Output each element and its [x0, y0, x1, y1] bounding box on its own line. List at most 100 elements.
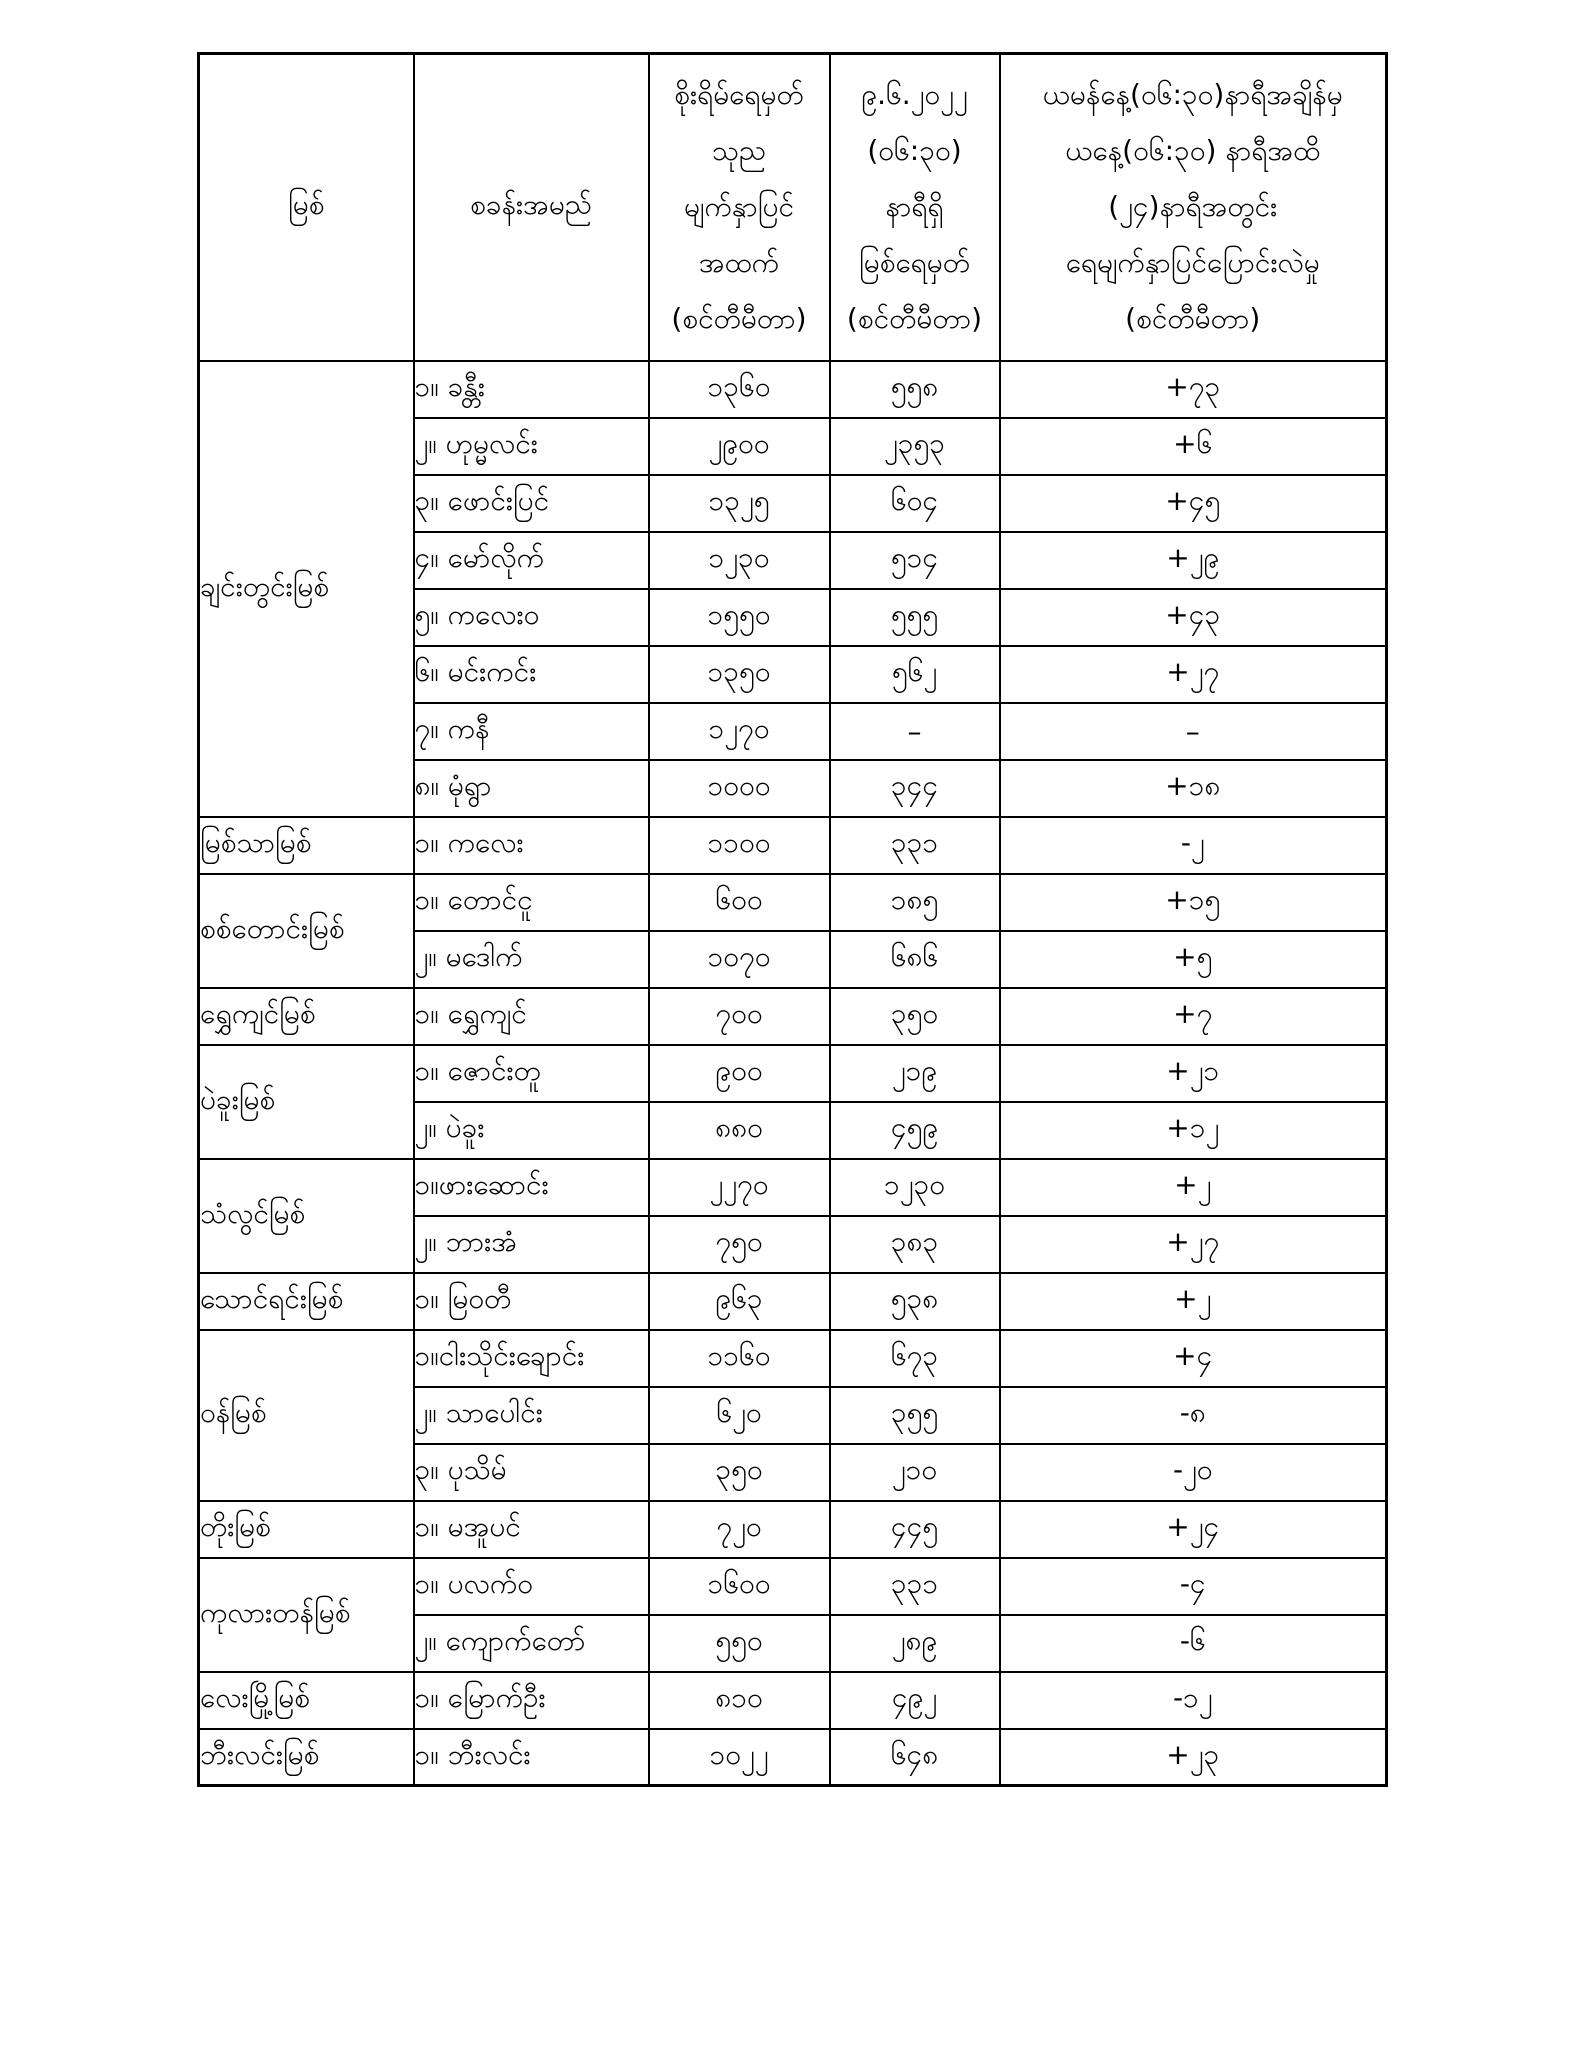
station-cell: ၂။ မဒေါက်: [412, 929, 650, 989]
header-danger-line: မျက်နှာပြင်: [683, 190, 794, 224]
change-cell: -၂: [998, 815, 1388, 875]
river-name-cell: တိုးမြစ်: [197, 1499, 415, 1559]
header-river: မြစ်: [197, 52, 415, 362]
table-row: ၆။ မင်းကင်း ၁၃၅၀ ၅၆၂ +၂၇: [199, 644, 1388, 704]
change-cell: +၇: [998, 986, 1388, 1046]
danger-level-cell: ၇၂၀: [647, 1499, 831, 1559]
station-cell: ၃။ ပုသိမ်: [412, 1442, 650, 1502]
table-row: ၃။ ဖောင်းပြင် ၁၃၂၅ ၆၀၄ +၄၅: [199, 473, 1388, 533]
change-cell: +၄: [998, 1328, 1388, 1388]
river-name-cell: ဘီးလင်းမြစ်: [197, 1727, 415, 1787]
change-cell: -၈: [998, 1385, 1388, 1445]
table-row: သောင်ရင်းမြစ် ၁။ မြဝတီ ၉၆၃ ၅၃၈ +၂: [197, 1271, 1388, 1331]
station-cell: ၁။ ဇောင်းတူ: [412, 1043, 650, 1103]
danger-level-cell: ၉၀၀: [647, 1043, 831, 1103]
change-cell: +၅: [998, 929, 1388, 989]
header-change-24h: ယမန်နေ့(၀၆:၃၀)နာရီအချိန်မှ ယနေ့(၀၆:၃၀) န…: [998, 52, 1388, 362]
table-row: ဝန်မြစ် ၁။ငါးသိုင်းချောင်း ၁၁၆၀ ၆၇၃ +၄: [197, 1328, 1388, 1502]
danger-level-cell: ၆၂၀: [647, 1385, 831, 1445]
header-current-line: (၀၆:၃၀): [867, 134, 962, 168]
table-row: ဘီးလင်းမြစ် ၁။ ဘီးလင်း ၁၀၂၂ ၆၄၈ +၂၃: [197, 1727, 1388, 1787]
river-name-cell: သောင်ရင်းမြစ်: [197, 1271, 415, 1331]
station-cell: ၁။ ကလေး: [412, 815, 650, 875]
header-danger-level: စိုးရိမ်ရေမှတ် သုည မျက်နှာပြင် အထက် (စင်…: [647, 52, 831, 362]
header-current-line: (စင်တီမီတာ): [846, 302, 983, 336]
station-cell: ၁။ဖားဆောင်း: [412, 1157, 650, 1217]
station-cell: ၇။ ကနီ: [412, 701, 650, 761]
change-cell: +၂: [998, 1271, 1388, 1331]
station-cell: ၁။ငါးသိုင်းချောင်း: [412, 1328, 650, 1388]
change-cell: -၄: [998, 1556, 1388, 1616]
danger-level-cell: ၁၆၀၀: [647, 1556, 831, 1616]
water-level-cell: ၃၅၅: [828, 1385, 1001, 1445]
water-level-cell: ၅၅၅: [828, 587, 1001, 647]
change-cell: +၁၅: [998, 872, 1388, 932]
change-cell: –: [998, 701, 1388, 761]
header-current-line: နာရီရှိ: [885, 190, 944, 224]
change-cell: -၂၀: [998, 1442, 1388, 1502]
danger-level-cell: ၈၁၀: [647, 1670, 831, 1730]
change-cell: +၆: [998, 416, 1388, 476]
station-cell: ၄။ မော်လိုက်: [412, 530, 650, 590]
header-change-line: ရေမျက်နှာပြင်ပြောင်းလဲမှု: [1065, 246, 1320, 280]
header-current-line: ၉.၆.၂၀၂၂: [861, 78, 968, 112]
river-name-cell: ရွှေကျင်မြစ်: [197, 986, 415, 1046]
water-level-cell: ၃၅၀: [828, 986, 1001, 1046]
table-row: ပဲခူးမြစ် ၁။ ဇောင်းတူ ၉၀၀ ၂၁၉ +၂၁: [197, 1043, 1388, 1160]
table-row: ၃။ ပုသိမ် ၃၅၀ ၂၁၀ -၂၀: [199, 1442, 1388, 1502]
river-name-cell: ပဲခူးမြစ်: [197, 1043, 415, 1160]
station-cell: ၃။ ဖောင်းပြင်: [412, 473, 650, 533]
danger-level-cell: ၃၅၀: [647, 1442, 831, 1502]
station-cell: ၆။ မင်းကင်း: [412, 644, 650, 704]
header-row: မြစ် စခန်းအမည် စိုးရိမ်ရေမှတ် သုည မျက်နှ…: [197, 52, 1388, 362]
danger-level-cell: ၈၈၀: [647, 1100, 831, 1160]
water-level-cell: ၂၃၅၃: [828, 416, 1001, 476]
water-level-cell: ၆၈၆: [828, 929, 1001, 989]
danger-level-cell: ၁၂၃၀: [647, 530, 831, 590]
table-row: ၂။ ပဲခူး ၈၈၀ ၄၅၉ +၁၂: [199, 1100, 1388, 1160]
table-row: ၇။ ကနီ ၁၂၇၀ – –: [199, 701, 1388, 761]
danger-level-cell: ၁၃၅၀: [647, 644, 831, 704]
change-cell: -၁၂: [998, 1670, 1388, 1730]
change-cell: +၂: [998, 1157, 1388, 1217]
table-row: ၅။ ကလေးဝ ၁၅၅၀ ၅၅၅ +၄၃: [199, 587, 1388, 647]
station-cell: ၁။ ပလက်ဝ: [412, 1556, 650, 1616]
table-row: မြစ်သာမြစ် ၁။ ကလေး ၁၁၀၀ ၃၃၁ -၂: [197, 815, 1388, 875]
station-cell: ၈။ မုံရွာ: [412, 758, 650, 818]
water-level-cell: ၅၁၄: [828, 530, 1001, 590]
header-change-line: (၂၄)နာရီအတွင်း: [1108, 190, 1278, 224]
table-row: ရွှေကျင်မြစ် ၁။ ရွှေကျင် ၇၀၀ ၃၅၀ +၇: [197, 986, 1388, 1046]
water-level-cell: ၅၅၈: [828, 359, 1001, 419]
table-row: စစ်တောင်းမြစ် ၁။ တောင်ငူ ၆၀၀ ၁၈၅ +၁၅: [197, 872, 1388, 989]
danger-level-cell: ၉၆၃: [647, 1271, 831, 1331]
table-row: ၂။ မဒေါက် ၁၀၇၀ ၆၈၆ +၅: [199, 929, 1388, 989]
station-cell: ၂။ ကျောက်တော်: [412, 1613, 650, 1673]
water-level-cell: ၄၄၅: [828, 1499, 1001, 1559]
water-level-cell: ၁၈၅: [828, 872, 1001, 932]
table-row: ကုလားတန်မြစ် ၁။ ပလက်ဝ ၁၆၀၀ ၃၃၁ -၄: [197, 1556, 1388, 1673]
table-row: တိုးမြစ် ၁။ မအူပင် ၇၂၀ ၄၄၅ +၂၄: [197, 1499, 1388, 1559]
danger-level-cell: ၇၅၀: [647, 1214, 831, 1274]
river-name-cell: စစ်တောင်းမြစ်: [197, 872, 415, 989]
change-cell: -၆: [998, 1613, 1388, 1673]
danger-level-cell: ၁၁၆၀: [647, 1328, 831, 1388]
header-danger-line: (စင်တီမီတာ): [671, 302, 807, 336]
water-level-cell: ၄၅၉: [828, 1100, 1001, 1160]
station-cell: ၁။ မြဝတီ: [412, 1271, 650, 1331]
river-name-cell: သံလွင်မြစ်: [197, 1157, 415, 1274]
water-level-cell: ၂၁၀: [828, 1442, 1001, 1502]
header-current-line: မြစ်ရေမှတ်: [859, 246, 970, 280]
water-level-cell: ၂၈၉: [828, 1613, 1001, 1673]
table-row: ၈။ မုံရွာ ၁၀၀၀ ၃၄၄ +၁၈: [199, 758, 1388, 818]
change-cell: +၄၅: [998, 473, 1388, 533]
water-level-cell: ၃၃၁: [828, 1556, 1001, 1616]
header-current-level: ၉.၆.၂၀၂၂ (၀၆:၃၀) နာရီရှိ မြစ်ရေမှတ် (စင်…: [828, 52, 1001, 362]
river-name-cell: လေးမြို့မြစ်: [197, 1670, 415, 1730]
station-cell: ၁။ မြောက်ဦး: [412, 1670, 650, 1730]
change-cell: +၂၇: [998, 1214, 1388, 1274]
table-row: ၂။ သာပေါင်း ၆၂၀ ၃၅၅ -၈: [199, 1385, 1388, 1445]
station-cell: ၁။ ဘီးလင်း: [412, 1727, 650, 1787]
station-cell: ၁။ ခန္တီး: [412, 359, 650, 419]
water-level-cell: –: [828, 701, 1001, 761]
